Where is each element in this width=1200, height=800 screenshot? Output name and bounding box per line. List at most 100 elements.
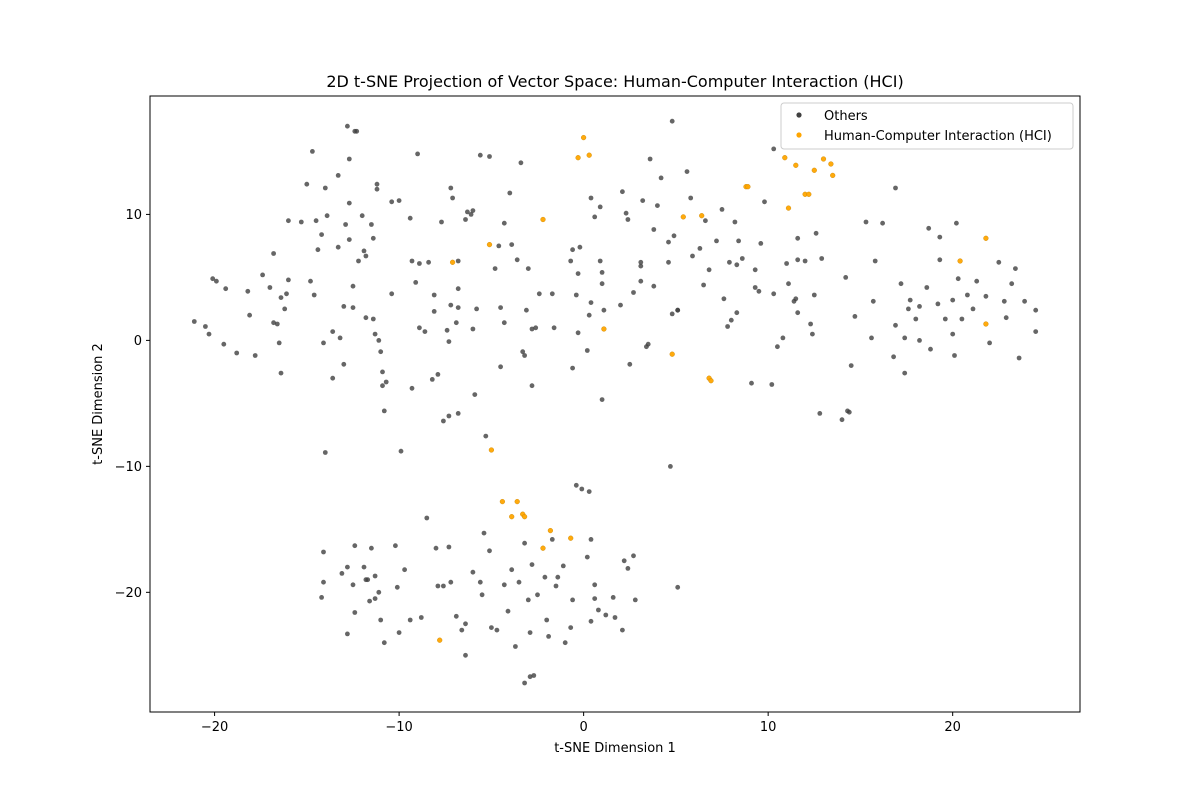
- point-others: [346, 200, 352, 206]
- point-others: [468, 212, 474, 217]
- point-others: [795, 235, 801, 241]
- point-others: [620, 627, 625, 633]
- point-others: [453, 320, 459, 326]
- point-hci: [806, 191, 812, 197]
- point-others: [942, 316, 948, 322]
- point-others: [551, 325, 557, 331]
- point-hci: [785, 205, 792, 211]
- point-others: [479, 592, 485, 598]
- y-axis-label: t-SNE Dimension 2: [91, 343, 106, 465]
- point-others: [638, 278, 644, 284]
- point-others: [345, 123, 350, 129]
- point-others: [902, 335, 908, 341]
- point-others: [625, 217, 631, 222]
- point-others: [987, 340, 992, 346]
- point-others: [848, 363, 854, 368]
- point-others: [234, 350, 240, 356]
- point-others: [284, 291, 289, 297]
- point-others: [839, 417, 845, 423]
- point-others: [446, 413, 452, 419]
- point-others: [638, 263, 644, 269]
- point-others: [367, 598, 372, 604]
- point-others: [631, 290, 636, 295]
- point-others: [214, 278, 219, 284]
- point-others: [365, 577, 371, 583]
- point-hci: [680, 214, 686, 220]
- point-others: [906, 306, 911, 312]
- point-others: [516, 579, 522, 585]
- point-others: [555, 574, 561, 580]
- point-others: [811, 292, 817, 298]
- point-others: [752, 267, 758, 273]
- point-others: [684, 169, 690, 175]
- point-others: [553, 583, 559, 589]
- point-others: [697, 246, 703, 251]
- point-others: [376, 589, 382, 595]
- point-others: [725, 324, 730, 329]
- point-others: [529, 326, 535, 332]
- point-others: [924, 285, 930, 290]
- point-others: [762, 199, 767, 205]
- point-others: [260, 272, 265, 278]
- point-others: [417, 261, 422, 266]
- point-others: [383, 379, 389, 385]
- point-others: [529, 562, 535, 567]
- point-hci: [983, 235, 989, 241]
- point-others: [380, 369, 385, 375]
- point-hci: [488, 447, 495, 453]
- point-others: [880, 220, 885, 226]
- point-others: [562, 640, 568, 646]
- point-others: [274, 321, 280, 327]
- point-others: [752, 285, 758, 290]
- point-others: [625, 566, 631, 571]
- point-others: [549, 537, 555, 542]
- point-others: [492, 266, 498, 271]
- point-others: [310, 149, 315, 154]
- ticks-layer: −20 −10 0 10 20 −20 −10 0 10: [115, 208, 961, 735]
- point-others: [734, 310, 740, 316]
- point-others: [501, 582, 507, 588]
- legend: Others Human-Computer Interaction (HCI): [780, 102, 1074, 150]
- point-hci: [575, 155, 581, 161]
- point-others: [393, 543, 398, 549]
- point-others: [525, 266, 531, 271]
- point-hci: [811, 167, 817, 173]
- point-others: [1013, 266, 1018, 271]
- point-others: [666, 239, 671, 245]
- point-others: [728, 317, 734, 323]
- point-others: [319, 232, 324, 238]
- point-others: [507, 190, 513, 196]
- point-others: [494, 627, 500, 633]
- point-others: [632, 597, 638, 603]
- point-others: [771, 146, 777, 152]
- point-others: [321, 340, 326, 346]
- point-others: [509, 567, 515, 573]
- point-others: [627, 361, 633, 367]
- point-others: [398, 448, 404, 454]
- point-others: [370, 235, 376, 241]
- point-others: [381, 408, 387, 414]
- point-others: [621, 558, 627, 564]
- legend-label-others: Others: [824, 109, 868, 124]
- point-others: [498, 364, 503, 370]
- point-others: [501, 320, 507, 326]
- point-others: [372, 331, 378, 337]
- point-others: [843, 275, 849, 280]
- y-tick-label: 10: [125, 208, 142, 223]
- point-others: [618, 302, 623, 308]
- point-others: [435, 583, 441, 589]
- point-others: [498, 305, 503, 310]
- point-hci: [509, 514, 515, 520]
- point-others: [448, 579, 454, 585]
- point-others: [380, 383, 385, 389]
- point-others: [584, 554, 590, 560]
- legend-marker-others: [796, 112, 802, 118]
- point-others: [415, 151, 420, 157]
- point-others: [321, 579, 326, 585]
- point-others: [455, 411, 461, 416]
- point-others: [313, 218, 319, 224]
- point-others: [950, 331, 956, 337]
- point-others: [505, 608, 511, 614]
- point-others: [907, 297, 913, 303]
- point-hci: [601, 326, 607, 332]
